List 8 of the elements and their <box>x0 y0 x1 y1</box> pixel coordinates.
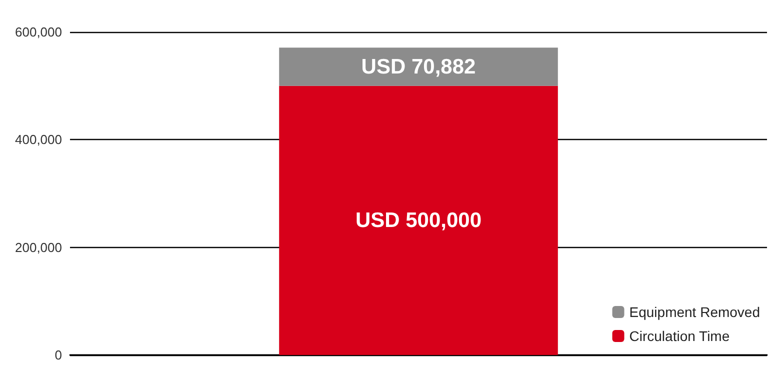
legend-label: Circulation Time <box>629 328 730 344</box>
legend-label: Equipment Removed <box>629 304 760 320</box>
y-tick-label: 0 <box>54 348 62 362</box>
data-label: USD 70,882 <box>361 55 476 78</box>
y-tick-label: 600,000 <box>15 24 62 40</box>
data-label: USD 500,000 <box>355 208 482 232</box>
y-tick-label: 200,000 <box>15 240 62 255</box>
y-tick-label: 400,000 <box>15 132 62 148</box>
